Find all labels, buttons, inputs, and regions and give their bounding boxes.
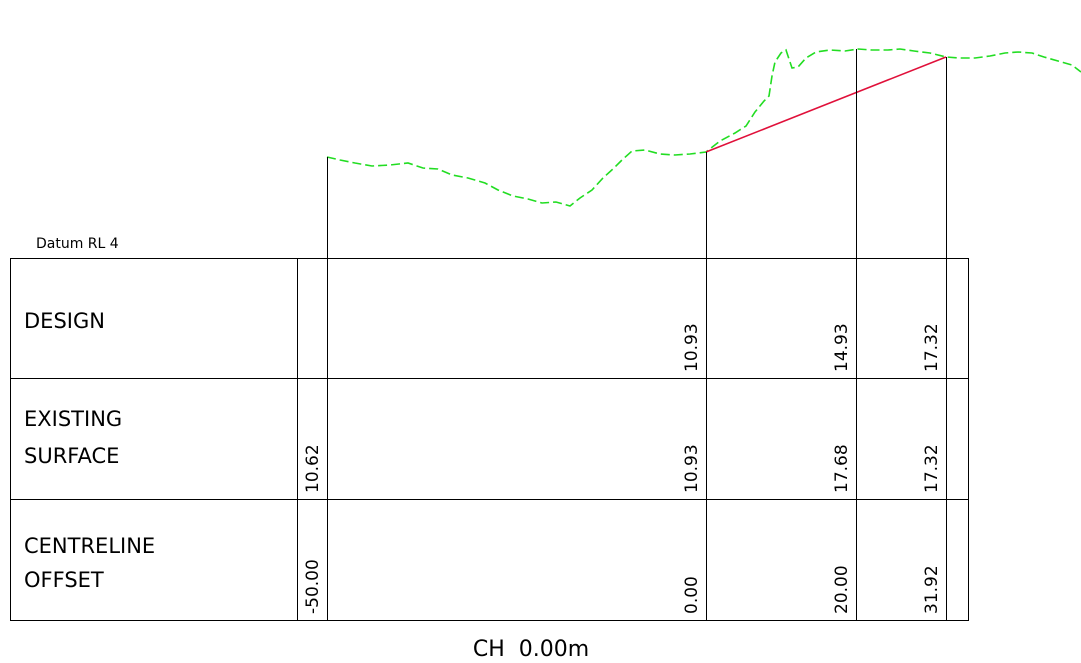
- datum-label: Datum RL 4: [36, 236, 119, 252]
- row-label-centreline-offset: CENTRELINE OFFSET: [24, 534, 162, 592]
- offset-value: -50.00: [303, 559, 323, 614]
- existing-value: 10.62: [303, 444, 323, 493]
- existing-value: 17.32: [922, 444, 942, 493]
- existing-value: 10.93: [682, 444, 702, 493]
- design-value: 17.32: [922, 323, 942, 372]
- existing-surface-line: [326, 48, 1081, 207]
- chainage-label: CH 0.00m: [473, 637, 589, 662]
- offset-value: 0.00: [682, 576, 702, 614]
- design-line: [705, 56, 947, 153]
- design-value: 10.93: [682, 323, 702, 372]
- design-value: 14.93: [832, 323, 852, 372]
- data-table: [10, 258, 969, 621]
- row-label-design: DESIGN: [24, 309, 105, 333]
- offset-value: 31.92: [922, 565, 942, 614]
- existing-value: 17.68: [832, 444, 852, 493]
- offset-value: 20.00: [832, 565, 852, 614]
- row-label-existing-surface: EXISTING SURFACE: [24, 407, 129, 468]
